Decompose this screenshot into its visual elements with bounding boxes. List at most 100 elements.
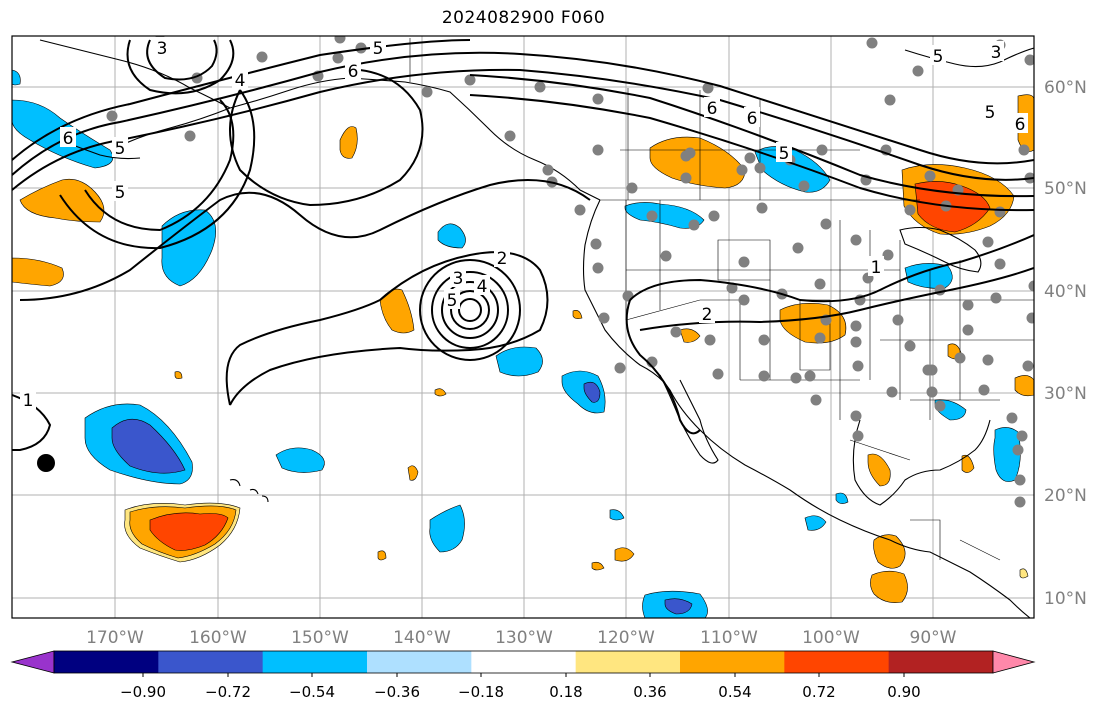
station-dot xyxy=(892,314,904,326)
colorbar-tick-label: −0.36 xyxy=(374,683,420,701)
contour-label-bg xyxy=(345,60,361,80)
contour-line xyxy=(12,51,1034,176)
colorbar-tick-label: 0.90 xyxy=(887,683,920,701)
colorbar-segment xyxy=(680,651,785,673)
contour-label: 3 xyxy=(991,43,1002,63)
longitude-label: 110°W xyxy=(700,628,758,648)
contour-label: 2 xyxy=(702,305,713,325)
station-dot xyxy=(994,206,1006,218)
station-dot xyxy=(850,336,862,348)
station-dot xyxy=(886,386,898,398)
contour-line xyxy=(469,94,1034,212)
positive-patch xyxy=(1019,568,1029,579)
station-dot xyxy=(852,360,864,372)
station-dot xyxy=(1016,430,1028,442)
colorbar-tick-label: 0.18 xyxy=(549,683,582,701)
station-dot xyxy=(758,334,770,346)
station-dot xyxy=(814,278,826,290)
contour-label: 3 xyxy=(453,269,464,289)
station-dot xyxy=(680,172,692,184)
low-center-contour xyxy=(419,259,521,361)
contour-line xyxy=(229,69,424,207)
station-dot xyxy=(1024,54,1034,66)
station-dot xyxy=(810,394,822,406)
contour-label-bg xyxy=(444,289,460,309)
colorbar-segment xyxy=(367,651,472,673)
station-dot xyxy=(850,320,862,332)
contour-label: 6 xyxy=(747,109,758,129)
negative-patch xyxy=(609,509,625,521)
low-center-contour xyxy=(458,298,482,322)
station-dot xyxy=(850,410,862,422)
station-dot xyxy=(592,93,604,105)
station-dot xyxy=(882,249,894,261)
station-dot xyxy=(355,42,367,54)
contour-label-bg xyxy=(494,247,510,267)
contour-line xyxy=(639,267,1034,331)
longitude-label: 90°W xyxy=(910,628,957,648)
station-dot xyxy=(738,294,750,306)
positive-patch xyxy=(174,371,183,379)
longitude-axis: 170°W 160°W 150°W 140°W 130°W 120°W 110°W 100°W… xyxy=(86,628,957,648)
negative-patch xyxy=(437,223,466,249)
station-dot xyxy=(1012,444,1024,456)
station-dot xyxy=(982,236,994,248)
colorbar-segment xyxy=(158,651,264,673)
contour-label-bg xyxy=(20,389,36,409)
station-dot xyxy=(738,256,750,268)
positive-patch xyxy=(149,512,229,551)
contour-label-bg xyxy=(868,256,884,276)
contour-label-bg xyxy=(370,37,386,57)
station-dot xyxy=(1026,312,1034,324)
station-dot xyxy=(542,164,554,176)
contour-label: 3 xyxy=(157,39,168,59)
station-dot xyxy=(704,334,716,346)
contour-label: 5 xyxy=(447,291,458,311)
station-dot xyxy=(736,164,748,176)
contour-label-bg xyxy=(450,267,466,287)
negative-patch xyxy=(495,346,543,377)
negative-patch xyxy=(904,263,953,289)
longitude-label: 170°W xyxy=(86,628,144,648)
negative-patch xyxy=(12,69,21,86)
contour-label: 4 xyxy=(477,277,488,297)
colorbar-tick-label: −0.90 xyxy=(120,683,166,701)
contour-line xyxy=(126,39,235,95)
contour-label: 6 xyxy=(63,129,74,149)
latitude-label: 10°N xyxy=(1044,589,1087,609)
great-lakes xyxy=(899,226,982,273)
station-dot xyxy=(1028,280,1034,292)
station-dot xyxy=(590,238,602,250)
longitude-label: 160°W xyxy=(189,628,247,648)
contour-label: 6 xyxy=(348,62,359,82)
contour-line xyxy=(625,299,701,435)
map-title: 2024082900 F060 xyxy=(441,8,606,28)
latitude-label: 50°N xyxy=(1044,179,1087,199)
colorbar-segment xyxy=(471,651,577,673)
contour-label-bg xyxy=(704,97,720,117)
station-dot xyxy=(790,372,802,384)
station-dot xyxy=(626,182,638,194)
station-dot xyxy=(962,324,974,336)
contour-lines xyxy=(12,39,1034,451)
station-dot xyxy=(904,340,916,352)
station-dot xyxy=(954,352,966,364)
pacific-coast xyxy=(582,199,1031,618)
negative-patch xyxy=(583,381,601,403)
longitude-label: 100°W xyxy=(802,628,860,648)
positive-patch xyxy=(591,561,605,571)
longitude-label: 140°W xyxy=(393,628,451,648)
negative-patch xyxy=(429,504,465,553)
contour-label: 1 xyxy=(871,258,882,278)
station-dot xyxy=(646,210,658,222)
contour-label-bg xyxy=(112,181,128,201)
colorbar-tick-label: −0.54 xyxy=(289,683,335,701)
station-dot xyxy=(1022,360,1034,372)
station-dot xyxy=(464,74,476,86)
station-dot xyxy=(1018,144,1030,156)
colorbar-tick-label: −0.72 xyxy=(205,683,251,701)
station-dot xyxy=(256,51,268,63)
colorbar-segment xyxy=(784,651,890,673)
station-dot xyxy=(804,370,816,382)
station-dot xyxy=(726,282,738,294)
